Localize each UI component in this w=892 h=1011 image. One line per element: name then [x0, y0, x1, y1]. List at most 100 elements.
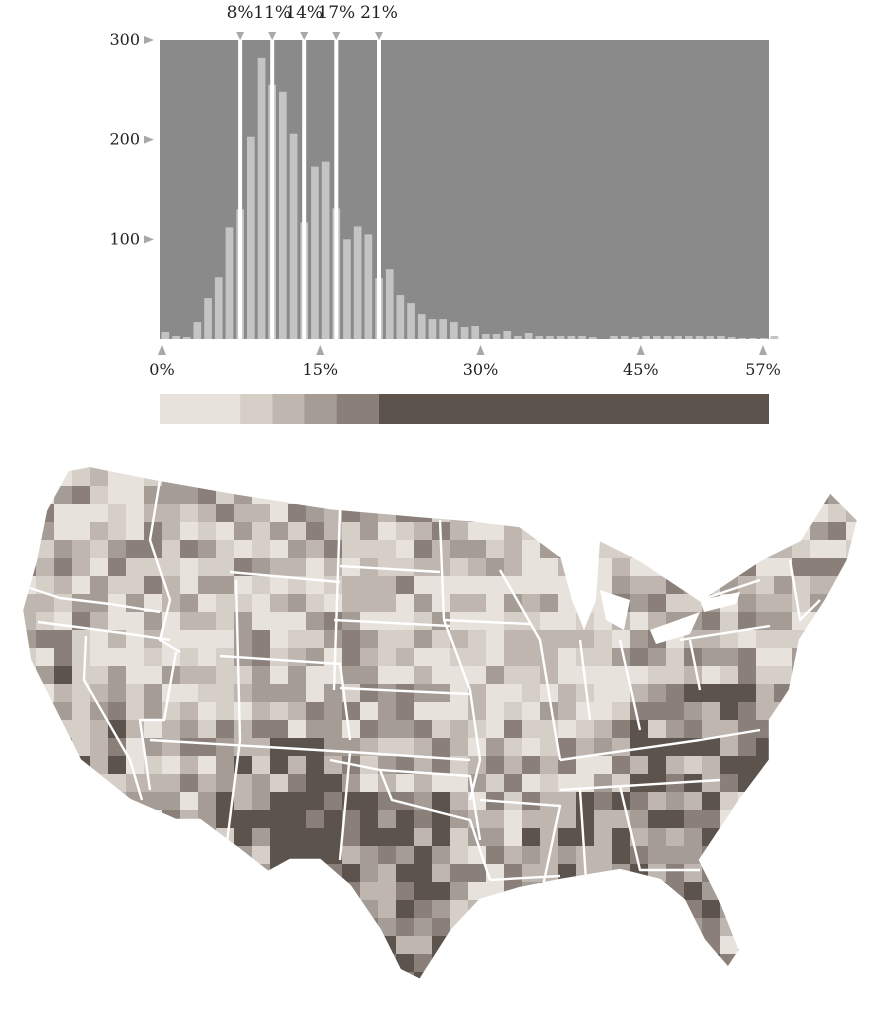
county-cell — [252, 540, 271, 559]
county-cell — [684, 936, 703, 955]
county-cell — [288, 666, 307, 685]
county-cell — [22, 522, 37, 541]
county-cell — [486, 594, 505, 613]
county-cell — [378, 612, 397, 631]
county-cell — [702, 972, 721, 980]
x-tick-label: 30% — [463, 360, 499, 379]
county-cell — [810, 666, 829, 685]
county-cell — [720, 540, 739, 559]
county-cell — [738, 756, 757, 775]
county-cell — [450, 648, 469, 667]
county-cell — [828, 466, 847, 469]
county-cell — [108, 900, 127, 919]
county-cell — [486, 702, 505, 721]
county-cell — [342, 846, 361, 865]
county-cell — [738, 990, 757, 1009]
county-cell — [162, 774, 181, 793]
county-cell — [252, 936, 271, 955]
county-cell — [216, 720, 235, 739]
county-cell — [684, 882, 703, 901]
county-cell — [144, 702, 163, 721]
county-cell — [558, 972, 577, 980]
county-cell — [432, 918, 451, 937]
county-cell — [378, 702, 397, 721]
county-cell — [180, 612, 199, 631]
county-cell — [54, 576, 73, 595]
county-cell — [108, 486, 127, 505]
county-cell — [324, 774, 343, 793]
county-cell — [828, 666, 847, 685]
county-cell — [72, 792, 91, 811]
county-cell — [54, 810, 73, 829]
county-cell — [594, 666, 613, 685]
county-cell — [432, 990, 451, 1009]
county-cell — [864, 504, 883, 523]
county-cell — [234, 972, 253, 980]
county-cell — [558, 900, 577, 919]
county-cell — [450, 486, 469, 505]
county-cell — [810, 990, 829, 1009]
county-cell — [612, 846, 631, 865]
county-cell — [810, 882, 829, 901]
county-cell — [666, 468, 685, 487]
county-cell — [54, 864, 73, 883]
county-cell — [558, 720, 577, 739]
histogram-bar — [343, 239, 351, 339]
county-cell — [792, 918, 811, 937]
county-cell — [846, 576, 858, 595]
county-cell — [828, 756, 847, 775]
county-cell — [450, 630, 469, 649]
county-cell — [846, 810, 858, 829]
county-cell — [126, 810, 145, 829]
county-cell — [666, 466, 685, 469]
county-cell — [450, 576, 469, 595]
county-cell — [594, 810, 613, 829]
county-cell — [540, 810, 559, 829]
county-cell — [540, 486, 559, 505]
color-legend-bar — [160, 394, 769, 424]
county-cell — [702, 486, 721, 505]
us-county-choropleth-map — [0, 464, 883, 1009]
county-cell — [504, 666, 523, 685]
county-cell — [738, 720, 757, 739]
county-cell — [270, 792, 289, 811]
county-cell — [0, 612, 19, 631]
county-cell — [162, 846, 181, 865]
county-cell — [720, 558, 739, 577]
county-cell — [684, 900, 703, 919]
county-cell — [504, 612, 523, 631]
county-cell — [324, 882, 343, 901]
x-tick-label: 45% — [623, 360, 659, 379]
county-cell — [270, 918, 289, 937]
county-cell — [360, 792, 379, 811]
county-cell — [702, 540, 721, 559]
county-cell — [54, 954, 73, 973]
county-cell — [612, 828, 631, 847]
county-cell — [864, 576, 883, 595]
county-cell — [252, 810, 271, 829]
county-cell — [252, 468, 271, 487]
county-cell — [666, 846, 685, 865]
county-cell — [630, 648, 649, 667]
class-break-lines: 8% 11%14%17% 21% — [227, 3, 398, 339]
county-cell — [504, 684, 523, 703]
y-tick-marker — [144, 135, 154, 144]
county-cell — [198, 864, 217, 883]
county-cell — [324, 828, 343, 847]
county-cell — [504, 486, 523, 505]
county-cell — [450, 558, 469, 577]
county-cell — [72, 684, 91, 703]
county-cell — [666, 486, 685, 505]
county-cell — [558, 954, 577, 973]
county-cell — [792, 774, 811, 793]
county-cell — [594, 630, 613, 649]
county-cell — [252, 774, 271, 793]
county-cell — [270, 900, 289, 919]
county-cell — [162, 900, 181, 919]
county-cell — [774, 990, 793, 1009]
county-cell — [468, 684, 487, 703]
county-cell — [252, 720, 271, 739]
county-cell — [864, 990, 883, 1009]
county-cell — [774, 774, 793, 793]
county-cell — [306, 918, 325, 937]
